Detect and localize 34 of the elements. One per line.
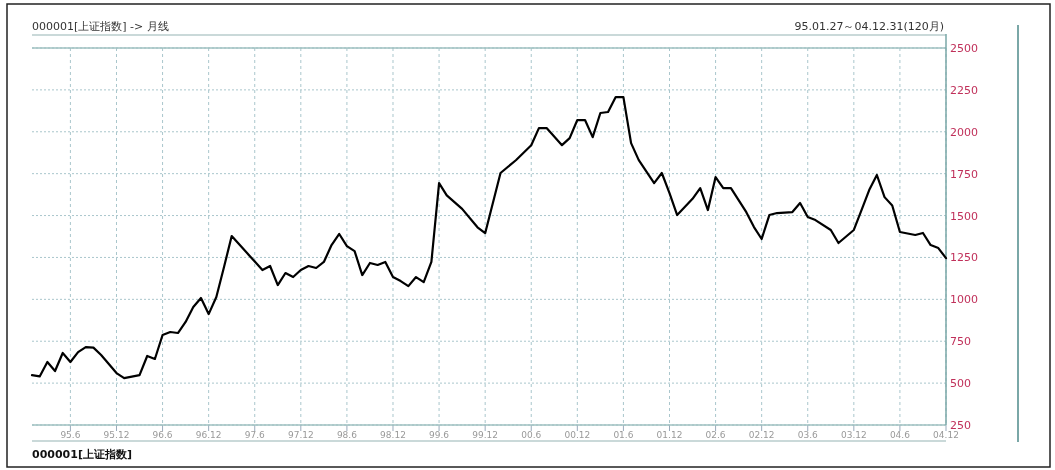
x-tick-label: 99.6 (429, 430, 450, 440)
text: 000001[上证指数] (32, 448, 132, 461)
x-tick-label: 02.6 (705, 430, 726, 440)
y-tick-label: 2500 (950, 42, 978, 55)
x-tick-label: 03.12 (840, 430, 867, 440)
x-tick-label: 97.6 (244, 430, 266, 440)
x-tick-label: 95.6 (60, 430, 81, 440)
y-tick-label: 2000 (950, 125, 978, 139)
x-tick-label: 99.12 (472, 430, 499, 440)
x-tick-label: 02.12 (748, 430, 775, 440)
y-tick-label: 1000 (950, 293, 978, 307)
x-tick-label: 00.12 (564, 430, 591, 440)
x-tick-label: 04.12 (933, 430, 959, 440)
x-tick-label: 01.6 (613, 430, 634, 440)
x-tick-label: 96.6 (152, 430, 173, 440)
y-tick-label: 1750 (950, 167, 978, 181)
y-tick-label: 2250 (950, 83, 978, 97)
x-tick-label: 98.6 (336, 430, 358, 440)
x-tick-label: 95.12 (103, 430, 130, 440)
x-tick-label: 97.12 (287, 430, 314, 440)
y-tick-label: 250 (950, 419, 971, 432)
x-tick-label: 96.12 (195, 430, 222, 440)
x-tick-label: 03.6 (797, 430, 819, 440)
x-tick-label: 00.6 (521, 430, 542, 440)
y-tick-label: 750 (950, 335, 971, 349)
chart-subtitle: 95.01.27～04.12.31(120月) (794, 20, 944, 33)
x-tick-label: 98.12 (380, 430, 406, 440)
y-tick-label: 500 (950, 377, 971, 391)
y-tick-label: 1500 (950, 209, 978, 223)
x-tick-label: 04.6 (889, 430, 911, 440)
y-tick-label: 1250 (950, 251, 978, 265)
x-tick-label: 01.12 (656, 430, 683, 440)
chart-title: 000001[上证指数] -> 月线 (32, 20, 169, 33)
line-series (30, 95, 948, 380)
